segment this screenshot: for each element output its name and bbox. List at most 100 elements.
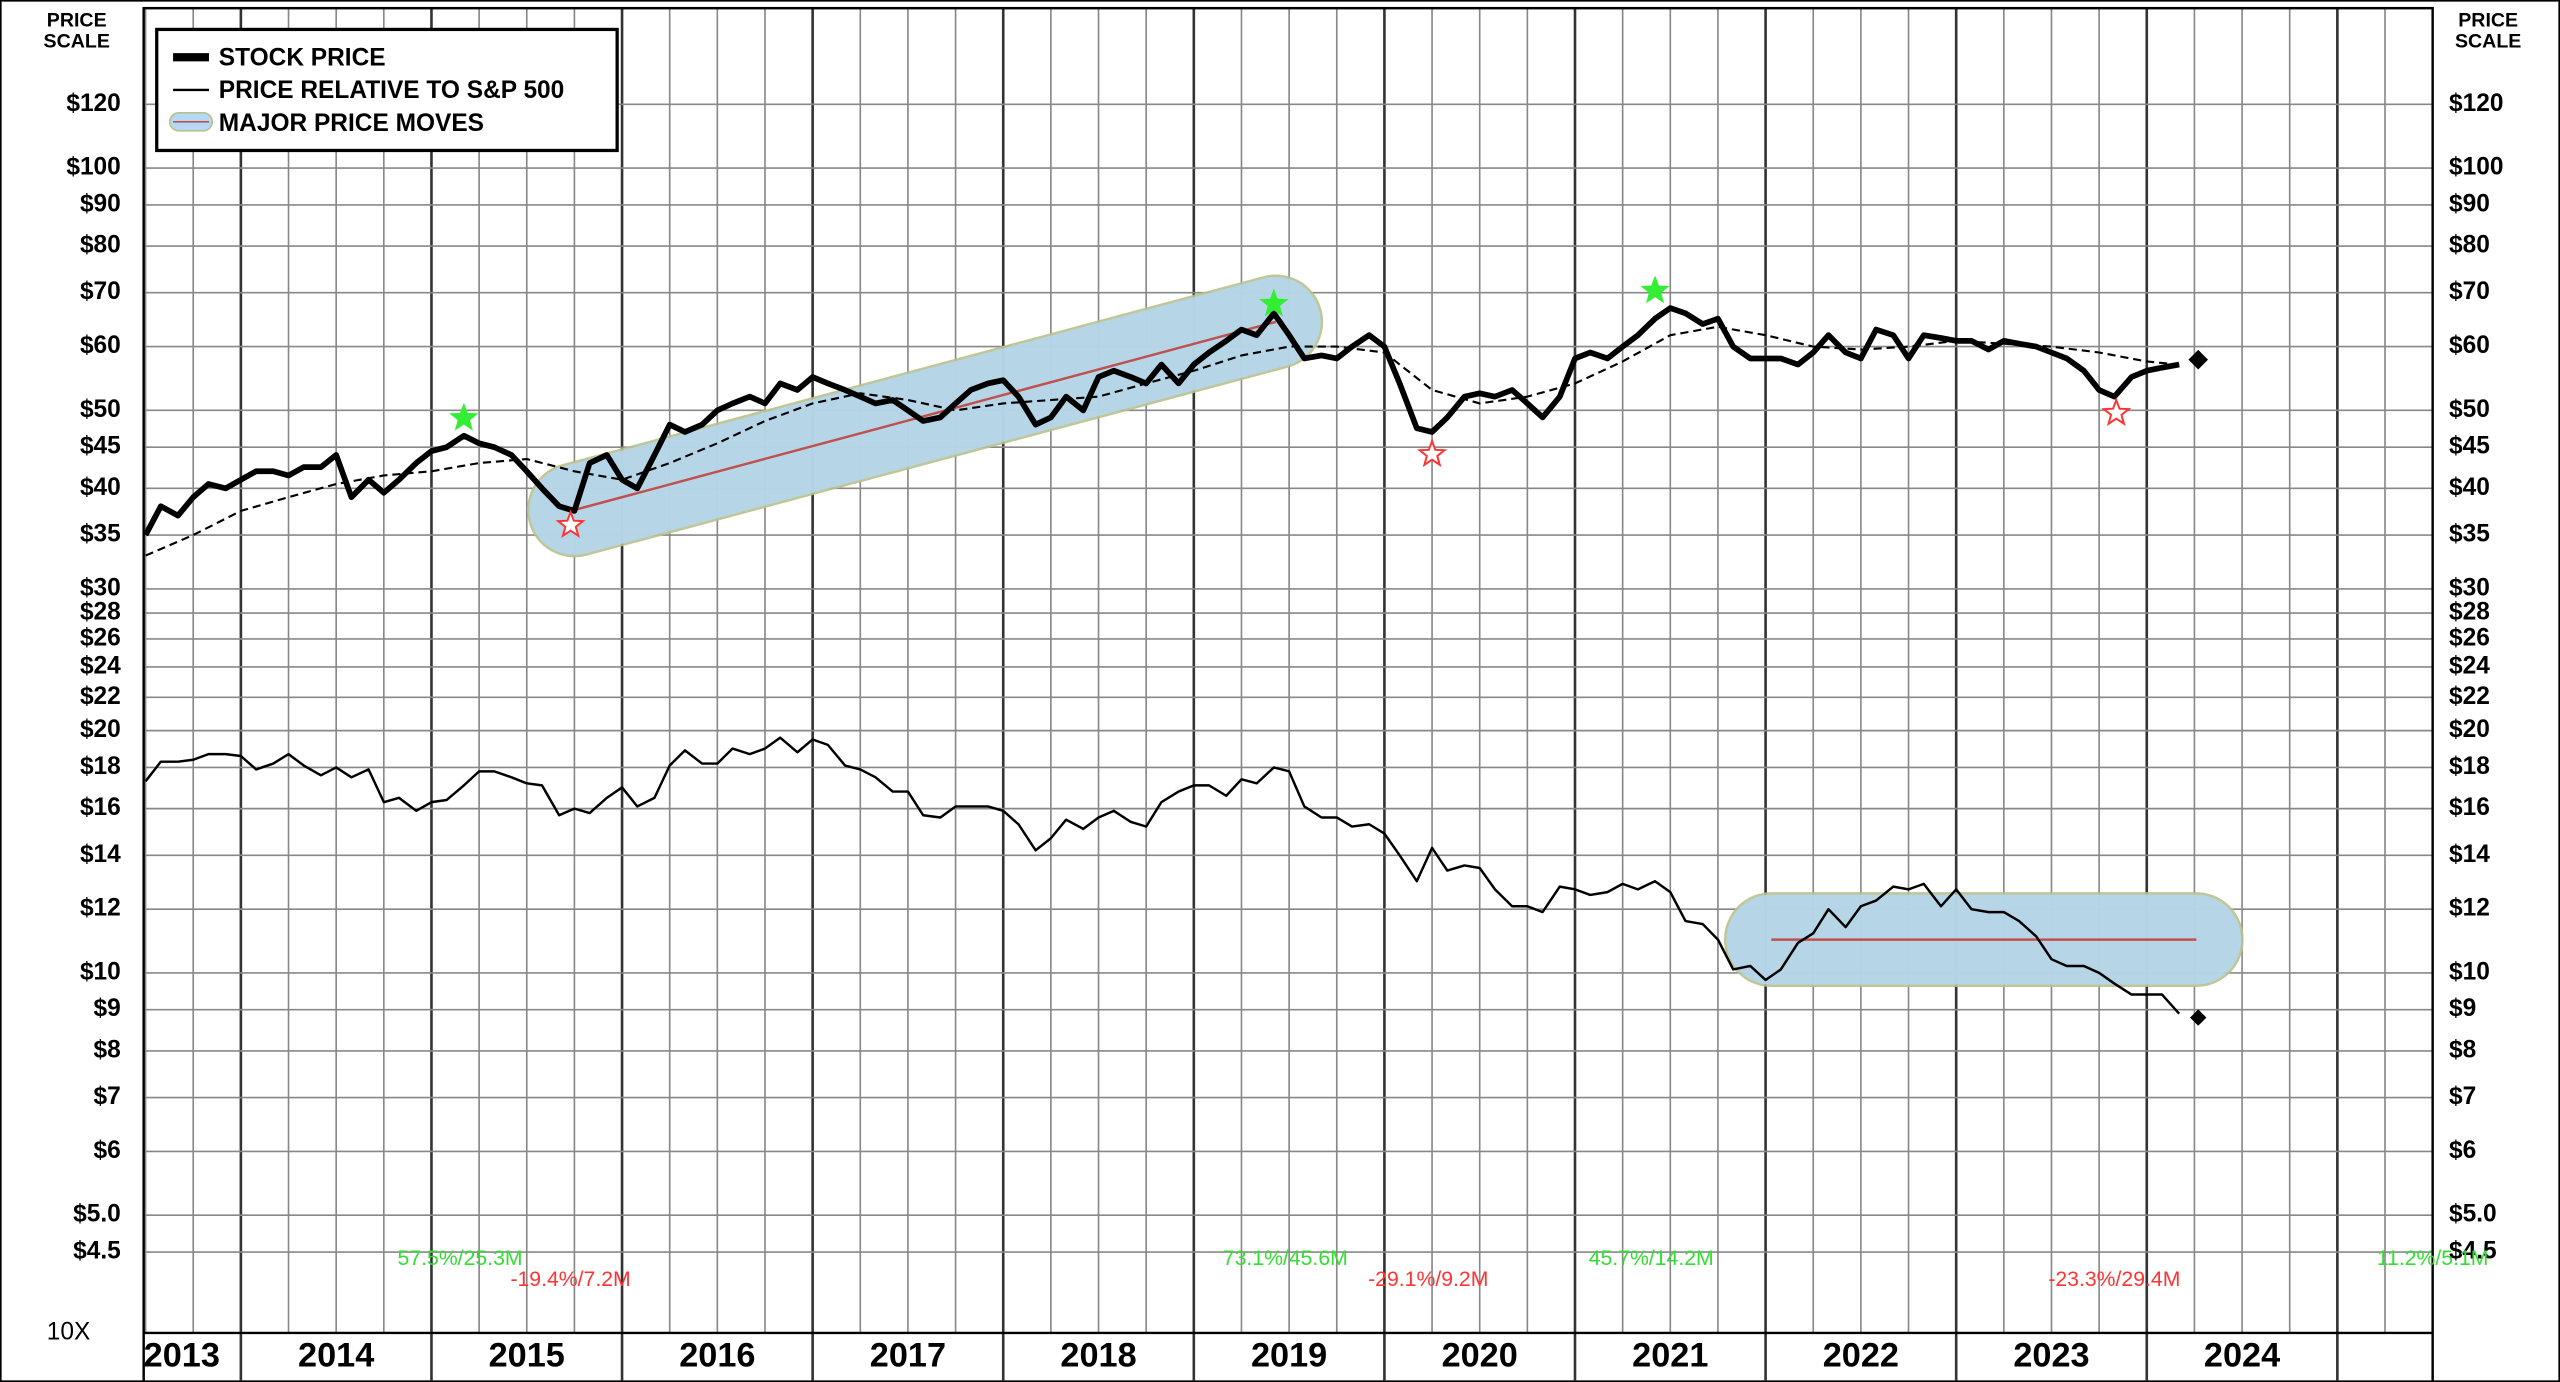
y-tick-label: $80 xyxy=(80,232,121,259)
y-tick-label: $9 xyxy=(2449,995,2476,1022)
y-tick-label: $7 xyxy=(2449,1083,2476,1110)
y-tick-label: $50 xyxy=(2449,396,2490,423)
x-tick-label: 2017 xyxy=(870,1337,946,1375)
legend-label: MAJOR PRICE MOVES xyxy=(219,110,484,137)
series-line xyxy=(143,305,2180,537)
move-label: 57.5%/25.3M xyxy=(398,1246,523,1270)
legend-label: PRICE RELATIVE TO S&P 500 xyxy=(219,77,565,104)
move-label: -23.3%/29.4M xyxy=(2048,1267,2180,1291)
x-tick-label: 2019 xyxy=(1251,1337,1327,1375)
x-tick-label: 2024 xyxy=(2204,1337,2280,1375)
y-tick-label: $5.0 xyxy=(2449,1201,2497,1228)
y-tick-label: $4.5 xyxy=(2449,1237,2497,1264)
trough-star xyxy=(2101,397,2132,427)
y-tick-label: $120 xyxy=(66,90,120,117)
y-tick-label: $22 xyxy=(80,683,121,710)
y-tick-label: $60 xyxy=(80,332,121,359)
y-tick-label: $14 xyxy=(80,841,121,868)
peak-star xyxy=(1640,275,1670,304)
trough-star xyxy=(1416,438,1448,468)
move-label: -29.1%/9.2M xyxy=(1368,1267,1488,1291)
y-tick-label: $5.0 xyxy=(73,1201,121,1228)
plot-frame xyxy=(142,6,2434,1382)
y-tick-label: $20 xyxy=(80,716,121,743)
y-tick-label: $100 xyxy=(2449,154,2503,181)
y-tick-label: $30 xyxy=(80,574,121,601)
y-tick-label: $26 xyxy=(80,624,121,651)
y-tick-label: $12 xyxy=(80,895,121,922)
move-label: 11.2%/5.1M xyxy=(2377,1246,2489,1270)
y-axis-title: SCALE xyxy=(44,31,110,53)
y-tick-label: $50 xyxy=(80,396,121,423)
y-tick-label: $28 xyxy=(2449,598,2490,625)
y-tick-label: $18 xyxy=(2449,753,2490,780)
peak-star xyxy=(1259,288,1289,317)
y-tick-label: $26 xyxy=(2449,624,2490,651)
x-tick-label: 2021 xyxy=(1632,1337,1708,1375)
x-tick-label: 2022 xyxy=(1823,1337,1899,1375)
y-tick-label: $18 xyxy=(80,753,121,780)
y-tick-label: $70 xyxy=(80,278,121,305)
peak-star xyxy=(449,402,479,431)
y-tick-label: $45 xyxy=(80,433,121,460)
y-tick-label: $45 xyxy=(2449,433,2490,460)
legend-box xyxy=(155,27,619,153)
y-tick-label: $24 xyxy=(2449,652,2490,679)
overlay: 57.5%/25.3M-19.4%/7.2M 73.1%/45.6M -29.1%/… xyxy=(155,27,2489,1291)
x-tick-label: 2023 xyxy=(2013,1337,2089,1375)
y-tick-label: $80 xyxy=(2449,232,2490,259)
y-tick-label: $12 xyxy=(2449,895,2490,922)
y-tick-label: $6 xyxy=(2449,1137,2476,1164)
y-tick-label: $16 xyxy=(2449,794,2490,821)
y-tick-label: $20 xyxy=(2449,716,2490,743)
y-tick-label: $10 xyxy=(80,958,121,985)
x-tick-label: 2015 xyxy=(489,1337,565,1375)
scale-note: 10X xyxy=(47,1318,91,1345)
y-axis-title: PRICE xyxy=(2458,9,2518,31)
y-tick-label: $30 xyxy=(2449,574,2490,601)
x-tick-label: 2020 xyxy=(1442,1337,1518,1375)
y-tick-label: $90 xyxy=(2449,190,2490,217)
y-tick-label: $14 xyxy=(2449,841,2490,868)
y-tick-label: $28 xyxy=(80,598,121,625)
y-tick-label: $100 xyxy=(66,154,120,181)
y-tick-label: $6 xyxy=(94,1137,121,1164)
y-tick-label: $35 xyxy=(80,520,121,547)
y-tick-label: $40 xyxy=(80,474,121,501)
y-axis-title: SCALE xyxy=(2455,31,2521,53)
marks xyxy=(143,274,2244,1015)
y-tick-label: $90 xyxy=(80,190,121,217)
y-tick-label: $24 xyxy=(80,652,121,679)
y-tick-label: $40 xyxy=(2449,474,2490,501)
x-tick-label: 2014 xyxy=(298,1337,374,1375)
y-tick-label: $70 xyxy=(2449,278,2490,305)
y-tick-label: $8 xyxy=(2449,1036,2476,1063)
move-label: 73.1%/45.6M xyxy=(1223,1246,1348,1270)
last-point xyxy=(2188,349,2209,370)
y-tick-label: $22 xyxy=(2449,683,2490,710)
trough-star xyxy=(555,509,586,539)
series-line xyxy=(144,736,2181,1015)
y-tick-label: $60 xyxy=(2449,332,2490,359)
y-tick-label: $9 xyxy=(94,995,121,1022)
grid: $120 $120 $100 $100 $90 $90 $80 $80 $70 $70 $60 $60… xyxy=(66,6,2503,1382)
x-tick-label: 2018 xyxy=(1060,1337,1136,1375)
last-point xyxy=(2190,1009,2207,1026)
y-tick-label: $16 xyxy=(80,794,121,821)
trend-line xyxy=(145,325,2180,557)
y-tick-label: $8 xyxy=(94,1036,121,1063)
y-tick-label: $35 xyxy=(2449,520,2490,547)
legend-label: STOCK PRICE xyxy=(219,44,386,71)
move-label: -19.4%/7.2M xyxy=(510,1267,630,1291)
y-axis-title: PRICE xyxy=(47,9,107,31)
y-tick-label: $4.5 xyxy=(73,1237,121,1264)
y-tick-label: $10 xyxy=(2449,958,2490,985)
price-move-line xyxy=(574,320,1277,512)
y-tick-label: $120 xyxy=(2449,90,2503,117)
x-tick-label: 2016 xyxy=(679,1337,755,1375)
move-label: 45.7%/14.2M xyxy=(1589,1246,1714,1270)
x-tick-label: 2013 xyxy=(144,1337,220,1375)
y-tick-label: $7 xyxy=(94,1083,121,1110)
